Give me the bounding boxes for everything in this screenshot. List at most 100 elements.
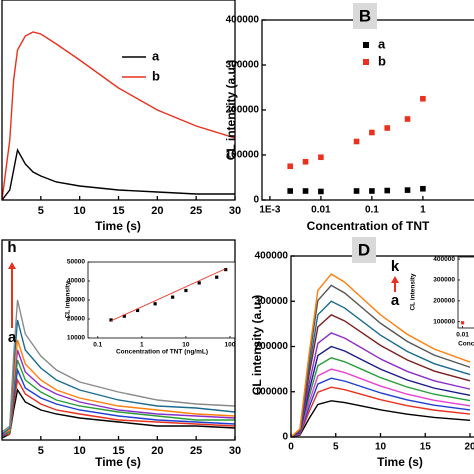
panel-label: D [358, 240, 370, 259]
axes-frame [457, 256, 474, 329]
x-tick-label: 0 [288, 442, 294, 453]
inset-background [458, 257, 474, 328]
data-point [318, 154, 324, 161]
x-axis-label: Concentration of TNT (ng/mL) [116, 349, 208, 356]
legend-label: a [378, 36, 386, 51]
x-tick-label: 15 [112, 445, 124, 457]
curve [291, 273, 471, 437]
x-tick-label: 15 [420, 442, 432, 453]
data-point [420, 185, 426, 192]
data-point [404, 187, 411, 193]
x-tick-label: 10 [375, 442, 387, 453]
data-point [384, 187, 391, 194]
x-axis-label: Concentration of TNT [307, 219, 430, 233]
data-point [135, 308, 140, 313]
arrow-head [391, 276, 399, 283]
x-tick-label: 30 [229, 445, 241, 457]
annotation: h [7, 239, 16, 256]
x-axis-label: Time (s) [95, 219, 141, 233]
curve [2, 299, 235, 433]
y-axis-label: CL intensity (a.u.) [224, 60, 238, 160]
x-tick-label: 25 [190, 205, 202, 217]
y-tick-label: 50000 [67, 259, 85, 266]
x-tick-label: 30 [229, 205, 241, 217]
x-tick-label: 5 [38, 445, 44, 457]
curve [2, 147, 235, 200]
data-point [287, 163, 293, 170]
data-point [302, 188, 309, 194]
x-tick-label: 15 [112, 205, 124, 217]
plot-area [460, 321, 465, 325]
curve [291, 300, 471, 437]
y-tick-label: 30000 [67, 297, 85, 304]
y-axis-label: CL intensity [410, 273, 417, 310]
curve [2, 31, 235, 200]
y-tick-label: 400000 [433, 256, 455, 263]
legend-label: b [378, 53, 386, 68]
data-point [420, 95, 426, 102]
axes-frame [1, 0, 236, 201]
axes-frame [1, 239, 236, 441]
data-point [287, 188, 293, 194]
data-point [302, 158, 309, 165]
y-axis-label: CL intensity (a.u.) [250, 295, 264, 395]
y-tick-label: 400000 [226, 15, 260, 26]
data-point [369, 188, 375, 194]
data-point [404, 116, 411, 122]
y-tick-label: 10000 [67, 335, 85, 342]
plot-area [2, 299, 235, 439]
y-tick-label: 40000 [67, 278, 85, 285]
x-tick-label: 0.1 [93, 342, 102, 349]
x-axis-label: Time (s) [377, 455, 423, 469]
data-point [460, 321, 465, 325]
y-tick-label: 300000 [433, 277, 455, 284]
x-tick-label: 20 [151, 205, 163, 217]
y-tick-label: 200000 [226, 105, 260, 116]
x-tick-label: 1 [420, 205, 426, 216]
plot-area [291, 273, 471, 437]
plot-area [109, 268, 228, 322]
annotation: k [391, 258, 400, 275]
curve [291, 368, 471, 437]
axes-frame [87, 261, 236, 339]
data-point [353, 138, 360, 145]
x-tick-label: 10 [74, 445, 86, 457]
annotation: a [8, 329, 17, 346]
x-tick-label: 0.01 [311, 205, 331, 216]
inset-background [88, 262, 235, 338]
data-point [384, 125, 391, 131]
x-tick-label: 0.1 [365, 205, 379, 216]
x-tick-label: 1 [140, 342, 144, 349]
annotation: a [391, 292, 400, 309]
data-point [197, 281, 201, 285]
legend-label: a [152, 48, 160, 63]
y-tick-label: 300000 [226, 60, 260, 71]
x-tick-label: 100 [225, 342, 236, 349]
y-tick-label: 300000 [255, 296, 289, 307]
x-tick-label: 5 [333, 442, 339, 453]
curve [291, 357, 471, 437]
panel: 5 10 15 20 25 30 Time (s) h a [1, 239, 241, 469]
x-tick-label: 25 [190, 445, 202, 457]
data-point [122, 314, 126, 318]
y-tick-label: 0 [253, 195, 259, 206]
panel: 1E-3 0.01 0.1 1 0 100000 200000 300000 400000 Con… [224, 3, 474, 233]
panel-label-box [352, 237, 376, 263]
y-tick-label: 0 [282, 432, 288, 443]
x-tick-label: 5 [38, 205, 44, 217]
data-point [153, 302, 157, 306]
curve [291, 284, 471, 437]
x-axis-label: Concen [458, 341, 474, 348]
curve [291, 332, 471, 437]
x-tick-label: 20 [151, 445, 163, 457]
y-tick-label: 200000 [255, 341, 289, 352]
y-tick-label: 100000 [255, 386, 289, 397]
axes-frame [290, 255, 474, 438]
data-point [171, 295, 175, 299]
x-tick-label: 10 [182, 342, 190, 349]
x-tick-label: 20 [464, 442, 474, 453]
panel-label-box [353, 3, 377, 29]
fit-line [110, 268, 226, 322]
data-point [184, 288, 188, 293]
